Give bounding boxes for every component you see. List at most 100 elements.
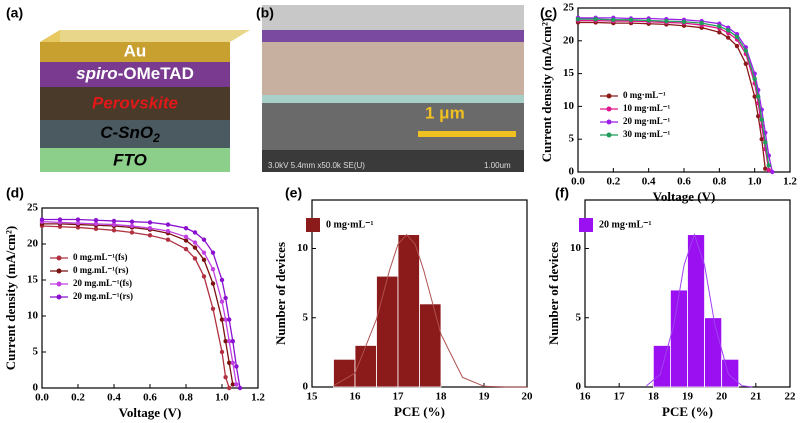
x-tick-label: 1.2 bbox=[251, 392, 265, 404]
jv-point bbox=[183, 234, 189, 239]
device-schematic: Au spiro-OMeTAD Perovskite C-SnO2 FTO (a… bbox=[6, 5, 250, 172]
legend-text: 20 mg.mL⁻¹(rs) bbox=[73, 291, 133, 301]
jv-point bbox=[165, 222, 171, 227]
legend-marker bbox=[606, 93, 612, 99]
y-tick-label: 15 bbox=[27, 274, 39, 286]
layer-sno2 bbox=[40, 120, 230, 148]
jv-point bbox=[734, 43, 740, 49]
jv-point bbox=[57, 217, 63, 222]
fit-curve bbox=[333, 233, 527, 388]
layer-label: FTO bbox=[113, 150, 147, 169]
jv-point bbox=[699, 20, 704, 26]
jv-point bbox=[227, 339, 232, 344]
jv-point bbox=[165, 228, 171, 234]
x-tick-label: 0.2 bbox=[71, 392, 85, 404]
layer-perovskite bbox=[40, 87, 230, 120]
jv-point bbox=[756, 114, 761, 119]
jv-point bbox=[201, 274, 207, 279]
jv-point bbox=[230, 360, 235, 365]
y-axis-label: Current density (mA/cm²) bbox=[3, 226, 18, 370]
jv-curve bbox=[578, 21, 766, 169]
legend-marker bbox=[606, 119, 612, 125]
layer-label: C-SnO2 bbox=[100, 123, 160, 145]
x-tick-label: 17 bbox=[614, 391, 626, 403]
jv-point bbox=[210, 306, 216, 311]
jv-point bbox=[111, 218, 117, 224]
jv-point bbox=[664, 18, 669, 24]
y-tick-label: 5 bbox=[33, 346, 39, 358]
jv-point bbox=[183, 225, 189, 231]
legend-swatch bbox=[306, 218, 320, 232]
jv-point bbox=[39, 217, 45, 222]
jv-point bbox=[223, 375, 228, 380]
x-tick-label: 18 bbox=[436, 391, 448, 403]
jv-point bbox=[210, 267, 216, 272]
plot-frame bbox=[577, 7, 791, 173]
x-tick-label: 0.0 bbox=[35, 392, 49, 404]
x-axis-label: PCE (%) bbox=[662, 404, 713, 419]
x-tick-label: 19 bbox=[682, 391, 694, 403]
y-tick-label: 0 bbox=[576, 381, 582, 393]
histogram-bar bbox=[333, 358, 356, 388]
sem-scale-info: 1.00um bbox=[484, 161, 511, 170]
legend-text: 20 mg·mL⁻¹ bbox=[623, 116, 670, 126]
jv-point bbox=[237, 385, 243, 391]
jv-point bbox=[111, 228, 117, 233]
jv-point bbox=[752, 76, 757, 82]
y-tick-label: 10 bbox=[563, 100, 575, 112]
x-tick-label: 16 bbox=[580, 391, 592, 403]
jv-point bbox=[129, 219, 135, 224]
jv-point bbox=[227, 317, 232, 322]
jv-point bbox=[743, 61, 749, 66]
jv-point bbox=[223, 295, 228, 301]
jv-point bbox=[192, 256, 198, 261]
jv-point bbox=[725, 28, 731, 33]
jv-point bbox=[752, 94, 757, 99]
jv-point bbox=[717, 30, 722, 35]
jv-point bbox=[734, 34, 740, 40]
legend-text: 0 mg.mL⁻¹(rs) bbox=[73, 265, 128, 275]
y-axis-label: Number of devices bbox=[546, 242, 561, 345]
x-tick-label: 22 bbox=[785, 391, 797, 403]
layer-au bbox=[40, 42, 230, 62]
y-tick-label: 5 bbox=[576, 311, 582, 323]
jv-point bbox=[770, 169, 775, 175]
x-tick-label: 0.8 bbox=[712, 176, 726, 188]
jv-point bbox=[234, 382, 239, 387]
jv-point bbox=[201, 237, 207, 242]
y-tick-label: 5 bbox=[569, 133, 575, 145]
legend-marker bbox=[56, 255, 62, 261]
top-face bbox=[40, 30, 250, 42]
x-tick-label: 0.4 bbox=[642, 176, 656, 188]
jv-point bbox=[129, 223, 135, 229]
jv-point bbox=[75, 220, 81, 226]
y-tick-label: 10 bbox=[570, 242, 582, 254]
layer-label-part: spiro bbox=[76, 64, 118, 83]
jv-point bbox=[223, 339, 228, 344]
legend-text: 20 mg·mL⁻¹ bbox=[599, 219, 651, 230]
layer-spiro bbox=[40, 62, 230, 87]
legend-marker bbox=[606, 132, 612, 138]
jv-curve bbox=[578, 18, 770, 166]
jv-point bbox=[165, 237, 171, 242]
jv-point bbox=[210, 250, 216, 255]
histogram-bar bbox=[376, 275, 399, 388]
jv-point bbox=[192, 230, 198, 235]
x-tick-label: 18 bbox=[648, 391, 660, 403]
plot-frame bbox=[41, 207, 259, 389]
y-axis-label: Number of devices bbox=[273, 242, 288, 345]
panel-label: (d) bbox=[6, 185, 24, 201]
jv-point bbox=[223, 317, 228, 322]
y-tick-label: 25 bbox=[563, 2, 575, 14]
x-tick-label: 1.0 bbox=[748, 176, 762, 188]
jv-point bbox=[759, 137, 764, 142]
layer-label: Perovskite bbox=[92, 93, 178, 112]
jv-point bbox=[227, 360, 232, 365]
jv-curve bbox=[42, 223, 234, 385]
jv-point bbox=[201, 257, 207, 263]
y-axis-label: Current density (mA/cm²) bbox=[539, 18, 554, 162]
jv-point bbox=[230, 339, 235, 344]
legend-text: 0 mg.mL⁻¹(fs) bbox=[73, 252, 127, 262]
x-tick-label: 0.6 bbox=[143, 392, 157, 404]
